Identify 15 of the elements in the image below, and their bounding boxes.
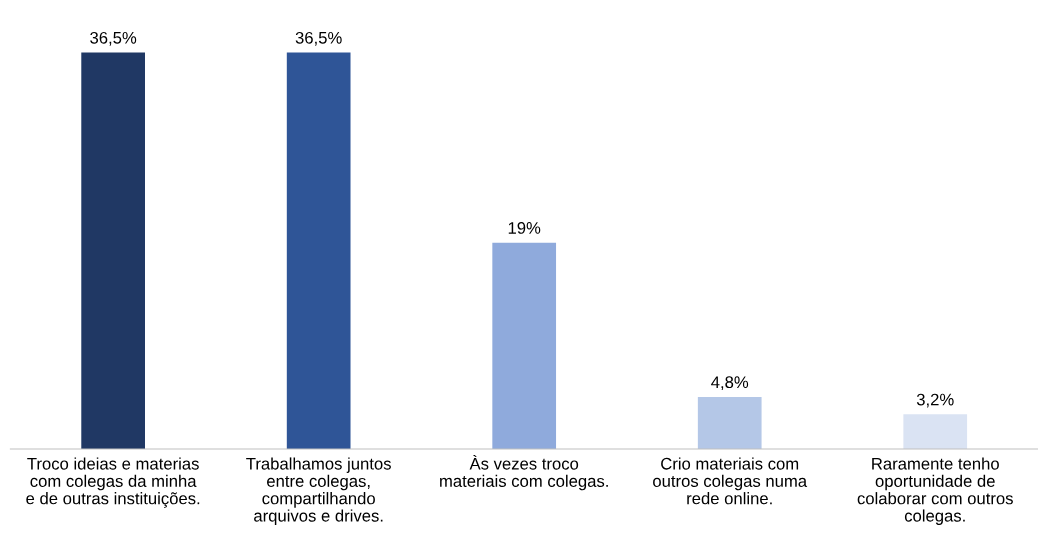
data-label: 3,2% xyxy=(916,393,954,408)
x-tick-label: Às vezes troco materiais com colegas. xyxy=(440,455,608,491)
x-tick-label: Raramente tenho oportunidade de colaborar com outros colegas. xyxy=(857,457,1013,525)
data-label: 19% xyxy=(508,222,541,234)
data-label: 4,8% xyxy=(711,376,749,391)
data-label: 36,5% xyxy=(90,31,137,46)
bar xyxy=(697,396,762,450)
x-tick-label: Troco ideias e materias com colegas da minha e de outras instituições. xyxy=(26,457,200,508)
bar xyxy=(903,414,968,450)
bar xyxy=(81,52,145,450)
x-tick-label: Crio materiais com outros colegas numa rede online. xyxy=(653,457,808,505)
bar xyxy=(286,52,351,450)
bar xyxy=(492,242,557,450)
data-label: 36,5% xyxy=(295,31,342,46)
x-tick-label: Trabalhamos juntos entre colegas, compartilhando arquivos e drives. xyxy=(246,457,391,525)
